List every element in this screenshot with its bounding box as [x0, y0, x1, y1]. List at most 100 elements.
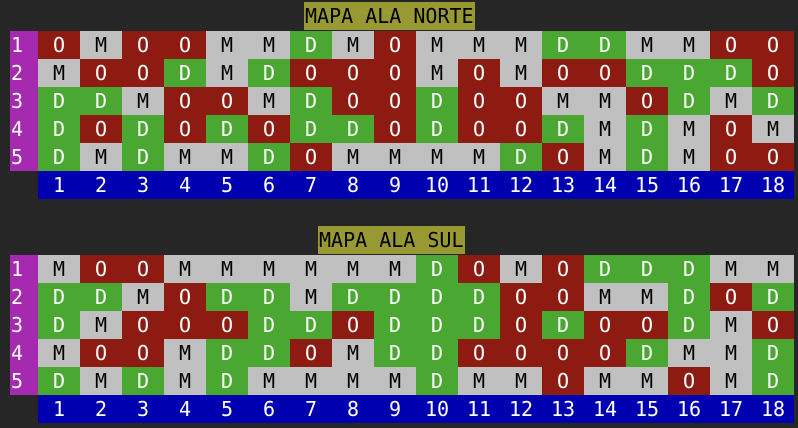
column-number: 4: [178, 397, 192, 421]
grid-cell: D: [374, 283, 416, 311]
row-label: 4: [10, 339, 38, 367]
grid-cell: M: [164, 339, 206, 367]
grid-cell: O: [164, 283, 206, 311]
grid-cell: O: [80, 115, 122, 143]
grid-cell: O: [500, 115, 542, 143]
grid-cell: D: [416, 87, 458, 115]
grid-cell: D: [332, 283, 374, 311]
grid-cell: D: [626, 339, 668, 367]
column-number: 3: [136, 173, 150, 197]
grid-cell: O: [626, 87, 668, 115]
grid-cell: O: [290, 59, 332, 87]
column-number: 16: [676, 173, 702, 197]
column-number: 12: [508, 173, 534, 197]
column-number: 17: [718, 397, 744, 421]
grid-cell: M: [332, 339, 374, 367]
grid-cell: D: [668, 283, 710, 311]
column-number: 13: [550, 397, 576, 421]
grid-cell: O: [122, 59, 164, 87]
grid-cell: D: [206, 115, 248, 143]
grid-cell: M: [668, 31, 710, 59]
grid-cell: O: [374, 59, 416, 87]
grid-cell: O: [710, 115, 752, 143]
grid-cell: O: [458, 59, 500, 87]
grid-cell: M: [752, 255, 794, 283]
column-number: 6: [262, 397, 276, 421]
grid-cell: D: [668, 311, 710, 339]
grid-cell: D: [416, 367, 458, 395]
grid-cell: M: [206, 255, 248, 283]
grid-cell: O: [542, 59, 584, 87]
grid-cell: O: [80, 339, 122, 367]
grid-cell: M: [668, 143, 710, 171]
grid-cell: D: [752, 87, 794, 115]
map-title: MAPA ALA SUL: [318, 226, 465, 254]
grid-cell: M: [80, 311, 122, 339]
grid-cell: M: [584, 367, 626, 395]
map-title: MAPA ALA NORTE: [304, 2, 475, 30]
grid-cell: O: [206, 311, 248, 339]
column-number: 5: [220, 173, 234, 197]
grid-cell: M: [668, 115, 710, 143]
grid-cell: M: [374, 255, 416, 283]
column-number: 14: [592, 173, 618, 197]
grid-cell: O: [584, 311, 626, 339]
column-number: 15: [634, 397, 660, 421]
grid-cell: D: [206, 367, 248, 395]
grid-cell: O: [290, 339, 332, 367]
column-number: 2: [94, 397, 108, 421]
grid-cell: O: [500, 87, 542, 115]
grid-cell: D: [584, 31, 626, 59]
grid-cell: M: [290, 255, 332, 283]
grid-cell: M: [80, 31, 122, 59]
grid-cell: M: [248, 255, 290, 283]
row-label: 3: [10, 311, 38, 339]
grid-cell: O: [332, 59, 374, 87]
column-number: 18: [760, 173, 786, 197]
grid-cell: O: [668, 367, 710, 395]
grid-cell: M: [164, 143, 206, 171]
column-number: 11: [466, 173, 492, 197]
grid-cell: M: [38, 339, 80, 367]
row-label: 2: [10, 283, 38, 311]
grid-cell: D: [38, 311, 80, 339]
grid-cell: M: [332, 31, 374, 59]
grid-cell: M: [332, 255, 374, 283]
grid-cell: D: [248, 283, 290, 311]
grid-cell: D: [38, 115, 80, 143]
grid-cell: M: [626, 367, 668, 395]
grid-cell: M: [458, 367, 500, 395]
grid-cell: D: [38, 367, 80, 395]
grid-cell: O: [122, 311, 164, 339]
grid-cell: O: [80, 59, 122, 87]
grid-cell: M: [80, 143, 122, 171]
grid-cell: D: [248, 143, 290, 171]
grid-cell: O: [290, 143, 332, 171]
column-number-axis: 1 2 3 4 5 6 7 8 9 10 11 12 13 14 15 16 17 18: [38, 395, 794, 423]
grid-cell: D: [584, 255, 626, 283]
grid-cell: D: [416, 311, 458, 339]
grid-cell: M: [38, 59, 80, 87]
row-label: 1: [10, 255, 38, 283]
grid-cell: D: [290, 115, 332, 143]
column-number: 10: [424, 173, 450, 197]
column-number: 2: [94, 173, 108, 197]
grid-cell: M: [710, 255, 752, 283]
column-number: 8: [346, 397, 360, 421]
grid-cell: O: [584, 59, 626, 87]
grid-cell: M: [374, 367, 416, 395]
grid-cell: D: [668, 59, 710, 87]
grid-cell: O: [542, 143, 584, 171]
grid-cell: M: [458, 31, 500, 59]
grid-cell: D: [668, 255, 710, 283]
grid-cell: D: [626, 143, 668, 171]
grid-cell: O: [80, 255, 122, 283]
grid-cell: O: [458, 115, 500, 143]
grid-cell: D: [626, 59, 668, 87]
grid-cell: O: [206, 87, 248, 115]
